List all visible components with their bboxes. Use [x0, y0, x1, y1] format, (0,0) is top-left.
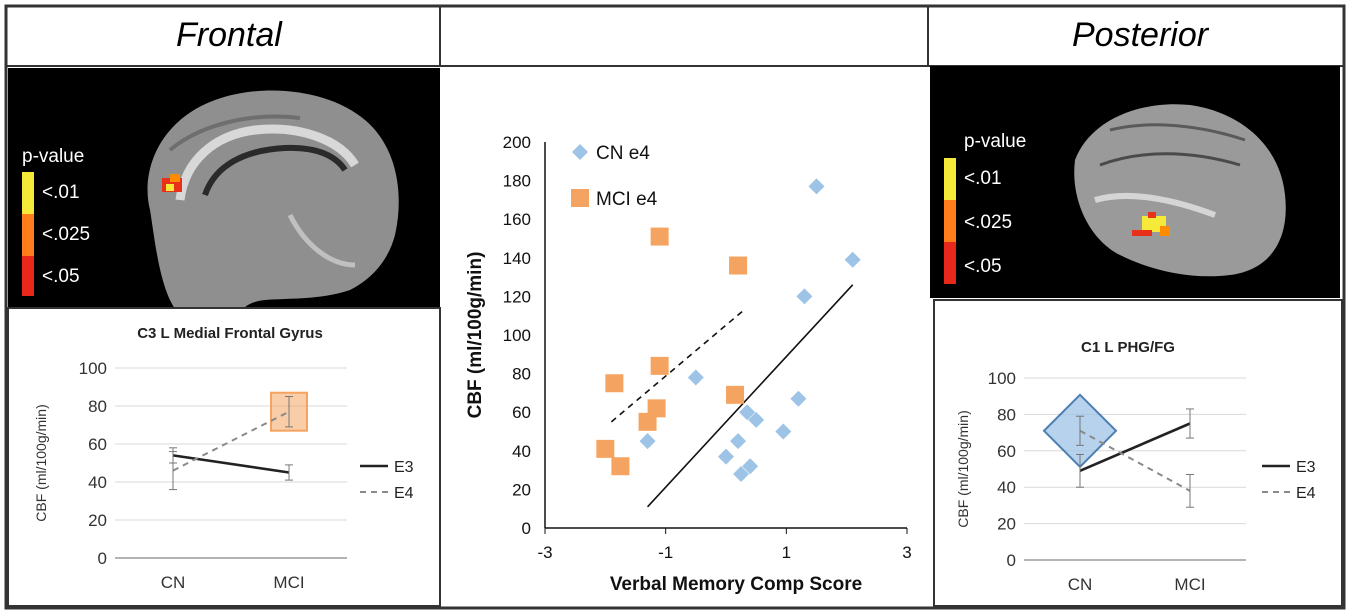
y-tick-label: 40	[512, 442, 531, 461]
y-tick-label: 100	[503, 326, 531, 345]
data-point-cn-e4	[796, 288, 813, 305]
data-point-mci-e4	[611, 457, 630, 476]
pvalue-legend-level: <.05	[42, 266, 80, 287]
legend-label: MCI e4	[596, 189, 658, 210]
data-point-mci-e4	[605, 374, 624, 393]
legend-marker	[571, 189, 589, 207]
y-tick-label: 100	[79, 359, 107, 378]
y-tick-label: 0	[1007, 551, 1016, 570]
y-axis-label: CBF (ml/100g/min)	[465, 252, 486, 419]
y-tick-label: 120	[503, 287, 531, 306]
y-tick-label: 20	[512, 480, 531, 499]
trendline-cn-e4	[646, 284, 854, 508]
series-line-e4	[1079, 429, 1191, 492]
x-tick-label: MCI	[273, 573, 304, 592]
data-point-cn-e4	[775, 423, 792, 440]
data-point-mci-e4	[650, 227, 669, 246]
data-point-mci-e4	[638, 412, 657, 431]
data-point-cn-e4	[808, 178, 825, 195]
legend-label: E4	[1296, 485, 1316, 502]
pvalue-legend-level: <.01	[964, 168, 1002, 189]
x-axis-label: Verbal Memory Comp Score	[610, 574, 862, 595]
legend-label: E3	[1296, 459, 1316, 476]
series-line-e3	[172, 454, 290, 474]
data-point-cn-e4	[739, 404, 756, 421]
chart-title: C3 L Medial Frontal Gyrus	[137, 325, 323, 342]
legend-marker	[572, 144, 588, 160]
x-tick-label: -1	[658, 543, 673, 562]
y-tick-label: 80	[88, 397, 107, 416]
y-tick-label: 100	[988, 369, 1016, 388]
y-tick-label: 60	[512, 403, 531, 422]
data-point-cn-e4	[742, 458, 759, 475]
legend-label: E4	[394, 485, 414, 502]
y-tick-label: 80	[512, 365, 531, 384]
pvalue-legend-level: <.025	[964, 212, 1012, 233]
pvalue-legend-level: <.025	[42, 224, 90, 245]
y-tick-label: 40	[88, 473, 107, 492]
data-point-cn-e4	[733, 465, 750, 482]
y-tick-label: 20	[997, 515, 1016, 534]
brain-image-posterior	[930, 66, 1340, 298]
x-tick-label: CN	[161, 573, 186, 592]
chart-title: C1 L PHG/FG	[1081, 339, 1175, 356]
data-point-mci-e4	[596, 439, 615, 458]
data-point-cn-e4	[730, 433, 747, 450]
legend-label: E3	[394, 459, 414, 476]
y-tick-label: 40	[997, 478, 1016, 497]
x-tick-label: MCI	[1174, 575, 1205, 594]
pvalue-legend-title: p-value	[964, 131, 1026, 152]
brain-image-frontal	[8, 68, 440, 335]
y-tick-label: 200	[503, 133, 531, 152]
y-tick-label: 0	[522, 519, 531, 538]
y-tick-label: 180	[503, 172, 531, 191]
y-axis-label: CBF (ml/100g/min)	[955, 410, 971, 527]
data-point-cn-e4	[790, 390, 807, 407]
region-title-frontal: Frontal	[176, 16, 282, 54]
scatter-chart: 0 20 40 60 80 100 120 140 160 180 200 -3 -1 1 3 Verbal …	[465, 133, 912, 595]
legend-label: CN e4	[596, 143, 650, 164]
pvalue-legend-level: <.01	[42, 182, 80, 203]
frontal-line-chart: C3 L Medial Frontal Gyrus 0 20 40 60 80 100 CN M…	[33, 325, 414, 592]
region-title-posterior: Posterior	[1072, 16, 1209, 54]
panel-posterior-chart	[933, 299, 1343, 607]
data-point-cn-e4	[687, 369, 704, 386]
series-line-e3	[1079, 422, 1191, 473]
y-tick-label: 20	[88, 511, 107, 530]
data-point-cn-e4	[748, 411, 765, 428]
x-tick-label: 1	[782, 543, 791, 562]
y-tick-label: 160	[503, 210, 531, 229]
y-tick-label: 60	[88, 435, 107, 454]
data-point-cn-e4	[844, 251, 861, 268]
pvalue-legend-level: <.05	[964, 256, 1002, 277]
y-tick-label: 0	[98, 549, 107, 568]
panel-frontal-chart	[7, 307, 441, 607]
x-tick-label: CN	[1068, 575, 1093, 594]
pvalue-legend-right: p-value <.01 <.025 <.05	[944, 131, 1026, 284]
data-point-mci-e4	[650, 356, 669, 375]
data-point-mci-e4	[647, 399, 666, 418]
x-tick-label: 3	[902, 543, 911, 562]
y-axis-label: CBF (ml/100g/min)	[33, 404, 49, 521]
y-tick-label: 60	[997, 442, 1016, 461]
posterior-line-chart: C1 L PHG/FG 0 20 40 60 80 100 CN MCI CBF (ml/100g…	[955, 339, 1316, 594]
x-tick-label: -3	[537, 543, 552, 562]
pvalue-legend-left: p-value <.01 <.025 <.05	[22, 146, 90, 296]
pvalue-legend-title: p-value	[22, 146, 84, 167]
data-point-mci-e4	[726, 385, 745, 404]
data-point-cn-e4	[718, 448, 734, 465]
trendline-mci-e4	[610, 309, 745, 423]
y-tick-label: 80	[997, 405, 1016, 424]
data-point-mci-e4	[729, 256, 748, 275]
data-point-cn-e4	[639, 433, 656, 450]
y-tick-label: 140	[503, 249, 531, 268]
